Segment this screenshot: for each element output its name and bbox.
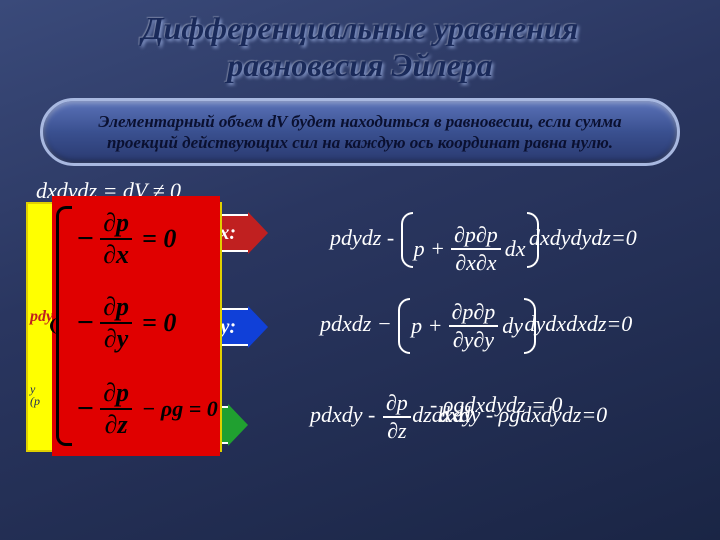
frac-num: ∂p xyxy=(383,392,411,418)
eq-rhs: = 0 xyxy=(142,224,176,254)
frac-num: ∂p xyxy=(100,210,132,240)
red-equation-box: − ∂p ∂x = 0 − ∂p ∂y = 0 − ∂p ∂z − ρg = 0 xyxy=(52,196,220,456)
bg-eq-y-right: dydxdxdz=0 xyxy=(525,311,633,336)
bg-eq-y-p: p + xyxy=(411,313,442,339)
bg-eq-x-right: dxdydydz=0 xyxy=(529,225,637,250)
bg-equation-z-overlay: - ρgdxdydz = 0 xyxy=(430,392,562,418)
minus-icon: − xyxy=(76,392,94,426)
fraction: ∂p ∂z xyxy=(100,380,132,438)
plaque-text: Элементарный объем dV будет находиться в… xyxy=(98,112,621,152)
bg-eq-z-left: pdxdy - xyxy=(310,402,375,427)
bg-eq-z-ov: - ρgdxdydz = 0 xyxy=(430,392,562,417)
red-eq-2: − ∂p ∂y = 0 xyxy=(76,294,176,352)
bg-equation-y: pdxdz − p + ∂p∂p ∂y∂y dy dydxdxdz=0 xyxy=(320,298,632,354)
frac-num: ∂p∂p xyxy=(452,299,496,324)
slide-title: Дифференциальные уравнения равновесия Эй… xyxy=(0,0,720,92)
frac-den: ∂z xyxy=(102,410,131,438)
description-plaque: Элементарный объем dV будет находиться в… xyxy=(40,98,680,167)
frac-den: ∂x xyxy=(100,240,132,268)
frac-num: ∂p xyxy=(100,294,132,324)
title-line1: Дифференциальные уравнения xyxy=(142,10,579,46)
frac-num: ∂p xyxy=(100,380,132,410)
minus-icon: − xyxy=(76,222,94,256)
frac-den: ∂y xyxy=(101,324,131,352)
frac-den: ∂y∂y xyxy=(453,327,494,352)
fraction: ∂p ∂z xyxy=(383,392,411,442)
frac-den: ∂z xyxy=(384,418,409,442)
eq-rhs: = 0 xyxy=(142,308,176,338)
red-eq-3: − ∂p ∂z − ρg = 0 xyxy=(76,380,218,438)
paren-icon: p + ∂p∂p ∂x∂x dx xyxy=(400,206,540,274)
frac-den: ∂x∂x xyxy=(455,250,496,275)
bg-eq-y-left: pdxdz − xyxy=(320,311,392,336)
bg-eq-y-dy: dy xyxy=(502,313,523,339)
axis-y-label: y: xyxy=(220,316,236,339)
red-eq-1: − ∂p ∂x = 0 xyxy=(76,210,176,268)
stray-p: (p xyxy=(30,394,40,408)
content-area: dxdydz = dV ≠ 0 pdydz - p + ∂p∂p ∂x∂x dx… xyxy=(0,178,720,508)
fraction: ∂p∂p ∂y∂y xyxy=(449,301,499,351)
bg-eq-x-dx: dx xyxy=(505,236,526,261)
stray-text-yp: y (p xyxy=(30,383,40,407)
paren-icon: p + ∂p∂p ∂y∂y dy xyxy=(397,298,537,354)
bg-eq-x-left: pdydz - xyxy=(330,225,394,250)
fraction: ∂p∂p ∂x∂x xyxy=(451,224,501,274)
fraction: ∂p ∂y xyxy=(100,294,132,352)
brace-icon xyxy=(56,206,72,446)
minus-icon: − xyxy=(76,306,94,340)
bg-eq-x-p: p + xyxy=(414,236,445,262)
eq-rhs: − ρg = 0 xyxy=(142,396,218,422)
frac-num: ∂p∂p xyxy=(454,222,498,247)
fraction: ∂p ∂x xyxy=(100,210,132,268)
bg-equation-x: pdydz - p + ∂p∂p ∂x∂x dx dxdydydz=0 xyxy=(330,206,637,274)
title-line2: равновесия Эйлера xyxy=(227,47,492,83)
